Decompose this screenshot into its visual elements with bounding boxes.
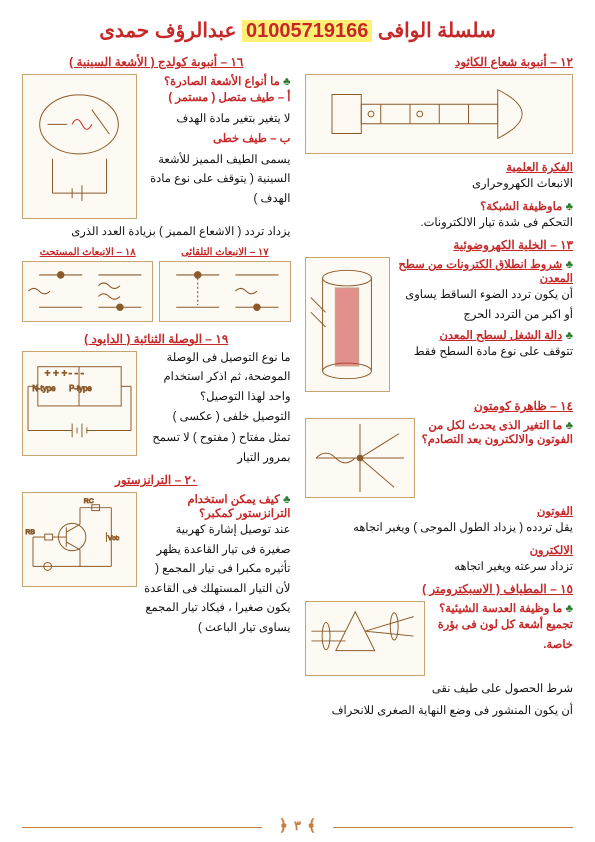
- photon-text: يقل تردده ( يزداد الطول الموجى ) ويغير ا…: [305, 519, 574, 539]
- electron-label: الالكترون: [305, 543, 574, 557]
- s13-q1: ♣ شروط انطلاق الكترونات من سطح المعدن: [396, 257, 574, 285]
- content-columns: ١٢ – أنبوبة شعاع الكاثود الفكرة العلمية …: [22, 51, 573, 722]
- s15-a: تجميع أشعة كل لون فى بؤرة خاصة.: [431, 616, 574, 655]
- left-column: ١٦ – أنبوبة كولدج ( الأشعة السينية ) ♣ م…: [22, 51, 291, 722]
- idea-text: الانبعاث الكهروحرارى: [305, 175, 574, 195]
- s18-title: ١٨ – الانبعاث المستحث: [22, 247, 153, 258]
- photon-label: الفوتون: [305, 504, 574, 518]
- s14-title: ١٤ – ظاهرة كومتون: [305, 399, 574, 413]
- phone-number: 01005719166: [242, 20, 372, 42]
- s16-b-text: يسمى الطيف المميز للأشعة السينية ( يتوقف…: [143, 151, 291, 210]
- s12-title: ١٢ – أنبوبة شعاع الكاثود: [305, 55, 574, 69]
- s14-diagram: [305, 418, 415, 498]
- s20-title: ٢٠ – الترانزستور: [22, 473, 291, 487]
- s16-diagram: [22, 74, 137, 219]
- svg-text:N-type: N-type: [32, 384, 55, 393]
- svg-text:+ + +: + + +: [45, 368, 68, 379]
- s18-diagram: [22, 261, 153, 322]
- s16-title: ١٦ – أنبوبة كولدج ( الأشعة السينية ): [22, 55, 291, 69]
- s16-a-label: أ – طيف متصل ( مستمر ): [143, 89, 291, 109]
- s12-q1: ♣ ماوظيفة الشبكة؟: [305, 199, 574, 213]
- s13-a2: تتوقف على نوع مادة السطح فقط: [396, 343, 574, 363]
- svg-text:RB: RB: [25, 529, 35, 536]
- footer-line-right: [333, 827, 573, 828]
- s15-cond-text: أن يكون المنشور فى وضع النهاية الصغرى لل…: [305, 702, 574, 722]
- s19-q: ما نوع التوصيل فى الوصلة الموضحة، ثم اذك…: [143, 349, 291, 408]
- s15-q: ♣ ما وظيفة العدسة الشيئية؟: [431, 601, 574, 615]
- svg-text:- - -: - - -: [69, 368, 84, 379]
- right-column: ١٢ – أنبوبة شعاع الكاثود الفكرة العلمية …: [305, 51, 574, 722]
- s15-diagram: [305, 601, 425, 676]
- s20-q: ♣ كيف يمكن استخدام الترانزستور كمكبر؟: [143, 492, 291, 520]
- s16-note: يزداد تردد ( الاشعاع المميز ) بزيادة الع…: [22, 223, 291, 243]
- s19-diagram: N-type P-type + + + - - -: [22, 351, 137, 456]
- s15-cond: شرط الحصول على طيف نقى: [305, 680, 574, 700]
- s14-q: ♣ ما التغير الذى يحدث لكل من الفوتون وال…: [421, 418, 574, 446]
- s19-title: ١٩ – الوصلة الثنائية ( الدايود ): [22, 332, 291, 346]
- s20-a: عند توصيل إشارة كهربية صغيرة فى تيار الق…: [143, 521, 291, 638]
- idea-label: الفكرة العلمية: [305, 160, 574, 174]
- s13-diagram: [305, 257, 390, 392]
- s19-a2: تمثل مفتاح ( مفتوح ) لا تسمح بمرور التيا…: [143, 429, 291, 468]
- s13-a1: أن يكون تردد الضوء الساقط يساوى أو اكبر …: [396, 286, 574, 325]
- page-header: سلسلة الوافى 01005719166 عبدالرؤف حمدى: [22, 18, 573, 43]
- svg-text:RC: RC: [84, 498, 94, 505]
- author-name: عبدالرؤف حمدى: [99, 20, 236, 42]
- s19-a1: التوصيل خلفى ( عكسى ): [143, 408, 291, 428]
- footer-line-left: [22, 827, 262, 828]
- s12-a1: التحكم فى شدة تيار الالكترونات.: [305, 214, 574, 234]
- s16-b-label: ب – طيف خطى: [143, 130, 291, 150]
- electron-text: تزداد سرعته ويغير اتجاهه: [305, 558, 574, 578]
- svg-text:Vcc: Vcc: [108, 535, 120, 542]
- page-number: ﴾٣﴿: [279, 816, 317, 836]
- mini-row: ١٧ – الانبعاث التلقائى ١٨ – الانبعاث الم…: [22, 247, 291, 325]
- s16-a-text: لا يتغير بتغير مادة الهدف: [143, 110, 291, 130]
- s12-diagram: [305, 74, 574, 154]
- s13-title: ١٣ – الخلية الكهروضوئية: [305, 238, 574, 252]
- s20-diagram: Vcc RB RC: [22, 492, 137, 587]
- s16-q: ♣ ما أنواع الأشعة الصادرة؟: [143, 74, 291, 88]
- s15-title: ١٥ – المطياف ( الاسبكترومتر ): [305, 582, 574, 596]
- series-name: سلسلة الوافى: [378, 20, 496, 42]
- s17-diagram: [159, 261, 290, 322]
- svg-text:P-type: P-type: [69, 384, 92, 393]
- s13-q2: ♣ دالة الشغل لسطح المعدن: [396, 328, 574, 342]
- s17-title: ١٧ – الانبعاث التلقائى: [159, 247, 290, 258]
